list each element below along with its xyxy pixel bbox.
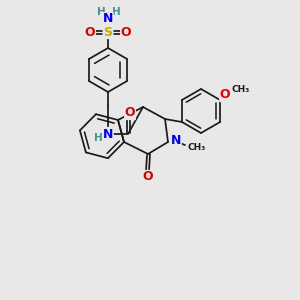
- Text: O: O: [220, 88, 230, 101]
- Text: O: O: [143, 170, 153, 184]
- Text: O: O: [121, 26, 131, 38]
- Text: N: N: [103, 128, 113, 140]
- Text: S: S: [103, 26, 112, 38]
- Text: N: N: [171, 134, 181, 146]
- Text: H: H: [94, 133, 102, 143]
- Text: H: H: [97, 7, 105, 17]
- Text: CH₃: CH₃: [231, 85, 249, 94]
- Text: H: H: [112, 7, 120, 17]
- Text: O: O: [85, 26, 95, 38]
- Text: O: O: [125, 106, 135, 119]
- Text: CH₃: CH₃: [188, 142, 206, 152]
- Text: N: N: [103, 13, 113, 26]
